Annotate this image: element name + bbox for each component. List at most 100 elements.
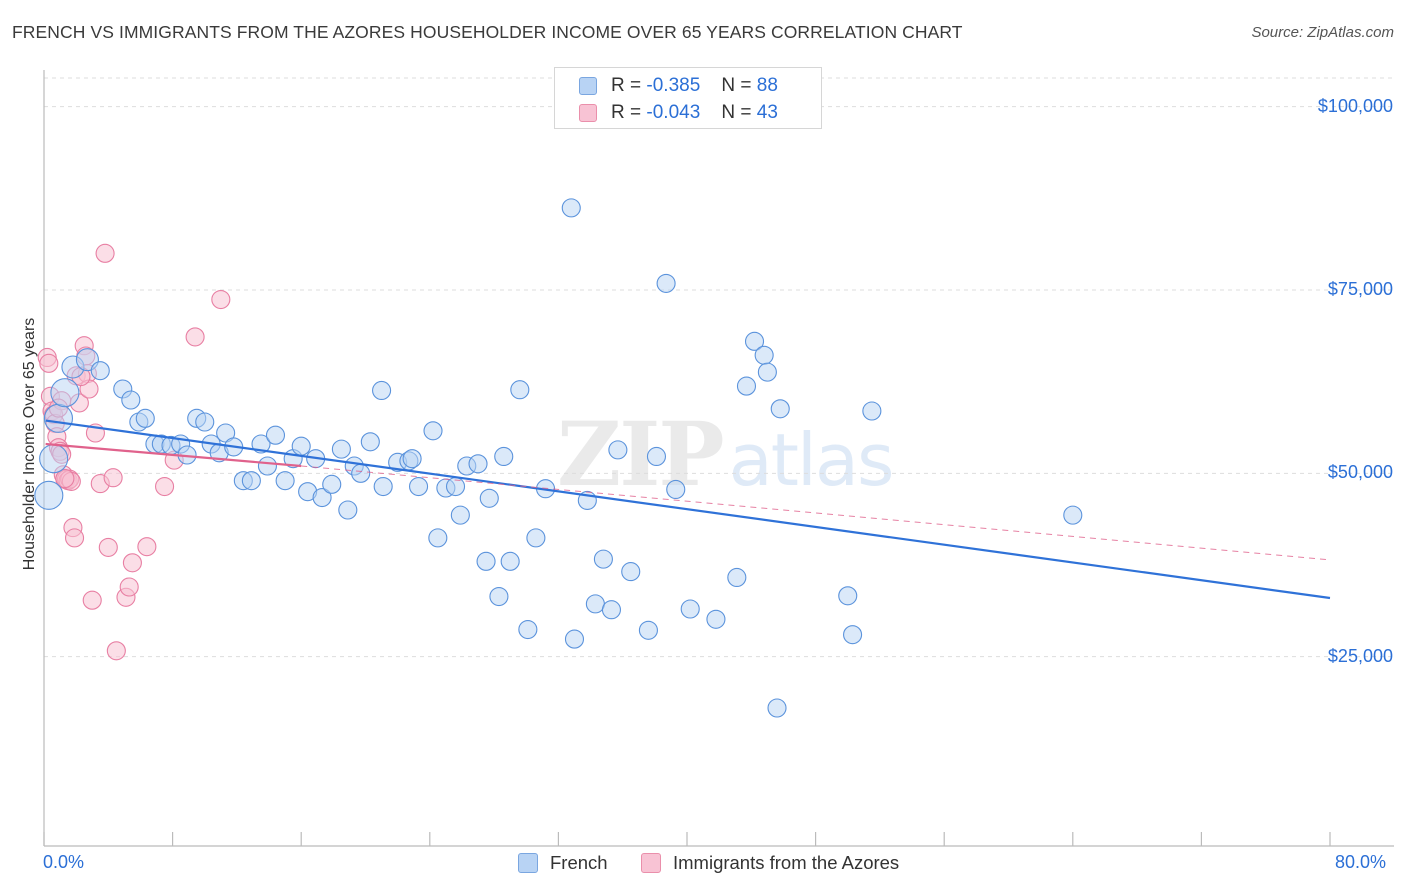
french-point-33 <box>322 474 342 494</box>
french-point-53 <box>479 488 499 508</box>
french-point-65 <box>593 549 613 569</box>
y-tick-label-2: $75,000 <box>1327 279 1393 299</box>
azores-trend-line <box>45 442 302 468</box>
series-swatch-french <box>518 853 538 873</box>
french-point-49 <box>450 505 470 525</box>
french-point-29 <box>291 436 311 456</box>
french-point-26 <box>265 425 286 445</box>
french-point-46 <box>428 528 448 548</box>
azores-point-35 <box>155 476 175 497</box>
series-label-azores: Immigrants from the Azores <box>673 852 900 873</box>
azores-point-28 <box>98 537 118 557</box>
legend-r-value: -0.043 <box>646 102 701 123</box>
azores-point-27 <box>95 243 115 263</box>
french-point-39 <box>372 380 392 401</box>
french-point-69 <box>638 620 658 640</box>
french-point-44 <box>408 476 429 497</box>
legend-row-french: R = -0.385 N = 88 <box>579 73 778 99</box>
french-point-0 <box>34 480 64 510</box>
french-point-1 <box>39 444 69 474</box>
legend-n-label: N = <box>721 75 752 96</box>
french-point-72 <box>666 479 686 500</box>
french-point-67 <box>608 440 628 460</box>
french-point-38 <box>360 432 380 452</box>
french-point-54 <box>489 586 509 607</box>
trend-lines <box>45 419 1331 600</box>
legend-n-value: 43 <box>756 102 778 123</box>
azores-point-17 <box>64 528 85 548</box>
french-point-80 <box>767 698 787 718</box>
grid-lines <box>44 77 1394 658</box>
azores-point-34 <box>137 537 157 557</box>
azores-point-37 <box>185 327 205 347</box>
french-point-59 <box>526 528 546 548</box>
french-point-45 <box>423 421 443 441</box>
azores-point-32 <box>122 553 142 573</box>
y-tick-label-3: $100,000 <box>1317 95 1393 116</box>
french-point-52 <box>476 551 496 571</box>
y-tick-label-0: $25,000 <box>1327 645 1393 666</box>
french-point-25 <box>257 456 277 476</box>
chart-title: FRENCH VS IMMIGRANTS FROM THE AZORES HOU… <box>12 22 963 42</box>
french-point-70 <box>646 446 667 467</box>
french-point-24 <box>251 434 271 454</box>
french-point-83 <box>843 625 863 645</box>
french-point-77 <box>744 331 765 351</box>
french-point-32 <box>312 487 332 508</box>
french-point-37 <box>351 463 371 483</box>
series-label-french: French <box>550 852 608 873</box>
series-swatch-azores <box>641 853 661 873</box>
french-point-56 <box>500 551 520 571</box>
french-point-10 <box>135 408 155 428</box>
series-legend-azores[interactable]: Immigrants from the Azores <box>641 852 899 874</box>
legend-row-azores: R = -0.043 N = 43 <box>579 100 778 126</box>
french-points <box>34 198 1083 718</box>
x-tick-label-min: 0.0% <box>43 852 85 872</box>
y-axis-label: Householder Income Over 65 years <box>21 317 38 571</box>
french-point-82 <box>838 586 858 606</box>
french-point-51 <box>468 454 488 474</box>
french-point-57 <box>510 380 530 400</box>
french-point-43 <box>402 449 422 469</box>
french-point-8 <box>121 390 141 410</box>
x-tick-label-max: 80.0% <box>1335 852 1387 872</box>
french-point-55 <box>494 446 514 467</box>
french-point-81 <box>770 399 790 419</box>
french-point-66 <box>601 600 621 620</box>
french-point-62 <box>564 629 585 649</box>
source-label: Source: ZipAtlas.com <box>1251 24 1394 41</box>
y-tick-label-1: $50,000 <box>1327 462 1393 483</box>
azores-point-30 <box>106 641 126 661</box>
french-point-61 <box>561 198 581 218</box>
legend-r-label: R = <box>611 75 642 96</box>
french-point-27 <box>275 471 295 491</box>
french-point-78 <box>754 345 774 365</box>
french-point-2 <box>43 403 74 433</box>
french-trend-line <box>45 419 1331 600</box>
azores-trend-extension <box>301 465 1331 561</box>
french-point-85 <box>1063 505 1083 525</box>
azores-point-38 <box>211 289 231 310</box>
azores-point-39 <box>55 468 75 489</box>
french-point-68 <box>621 562 641 582</box>
series-legend: French Immigrants from the Azores <box>0 852 1406 878</box>
french-point-35 <box>338 500 358 520</box>
french-point-6 <box>90 361 110 381</box>
french-point-58 <box>518 619 538 640</box>
legend-n-label: N = <box>721 102 752 123</box>
azores-point-24 <box>82 590 102 610</box>
french-point-17 <box>195 412 215 432</box>
french-point-76 <box>736 376 757 396</box>
series-legend-french[interactable]: French <box>518 852 608 874</box>
french-point-79 <box>757 362 777 382</box>
french-point-3 <box>50 378 80 408</box>
stats-legend: R = -0.385 N = 88 R = -0.043 N = 43 <box>554 67 822 129</box>
french-point-34 <box>331 439 351 459</box>
french-point-23 <box>241 471 261 491</box>
axes <box>43 70 1394 847</box>
azores-point-33 <box>119 577 139 597</box>
azores-point-1 <box>39 353 59 373</box>
azores-point-29 <box>103 468 123 488</box>
legend-swatch-azores <box>579 104 597 122</box>
